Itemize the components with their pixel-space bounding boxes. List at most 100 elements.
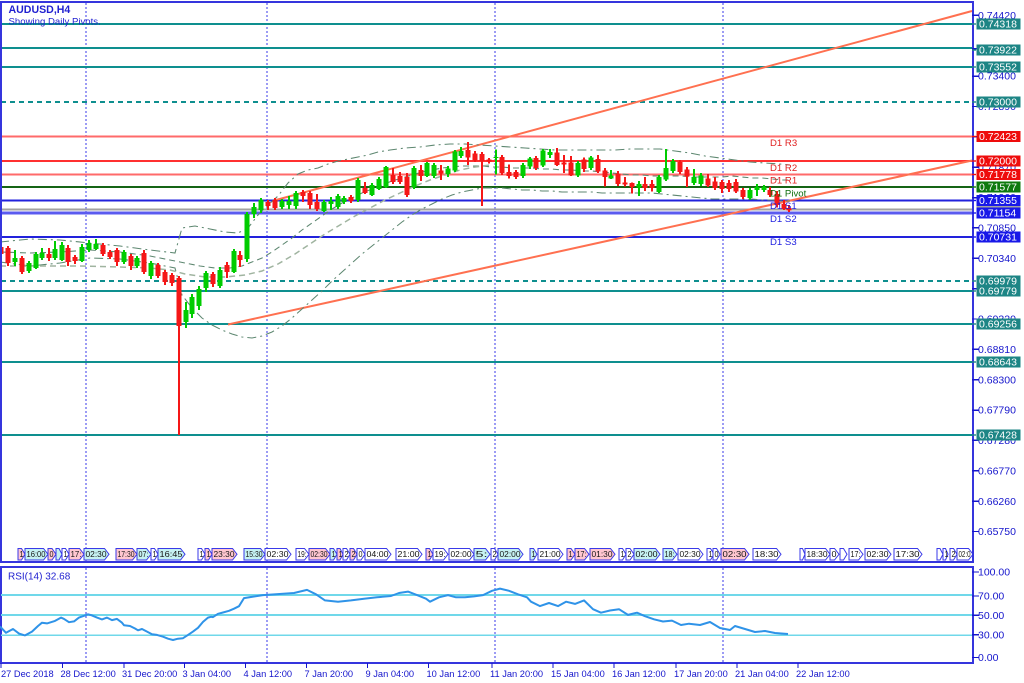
svg-text:02:30: 02:30 bbox=[267, 549, 289, 559]
svg-text:01:30: 01:30 bbox=[592, 549, 613, 559]
svg-text:D1 Pivot: D1 Pivot bbox=[770, 189, 807, 200]
svg-text:3 Jan 04:00: 3 Jan 04:00 bbox=[183, 669, 232, 679]
svg-text:2: 2 bbox=[352, 549, 356, 559]
svg-text:0.69779: 0.69779 bbox=[979, 286, 1017, 298]
svg-text:1: 1 bbox=[207, 549, 211, 559]
svg-text:0.68300: 0.68300 bbox=[978, 374, 1016, 386]
svg-text:16:00: 16:00 bbox=[27, 549, 46, 559]
svg-text:15 Jan 04:00: 15 Jan 04:00 bbox=[551, 669, 605, 679]
svg-text:1: 1 bbox=[621, 549, 625, 559]
svg-text:0.69979: 0.69979 bbox=[979, 276, 1017, 288]
svg-text:02:30: 02:30 bbox=[311, 549, 328, 559]
svg-text:02:0: 02:0 bbox=[959, 549, 971, 559]
svg-text:0.00: 0.00 bbox=[978, 652, 999, 664]
svg-text:70.00: 70.00 bbox=[978, 591, 1004, 603]
svg-text:2: 2 bbox=[628, 549, 632, 559]
svg-text:27 Dec 2018: 27 Dec 2018 bbox=[1, 669, 54, 679]
svg-text:0.72423: 0.72423 bbox=[979, 131, 1017, 143]
svg-text:0: 0 bbox=[832, 549, 837, 559]
svg-text:D1 R1: D1 R1 bbox=[770, 176, 797, 187]
svg-text:02:30: 02:30 bbox=[867, 549, 889, 559]
svg-text:11 Jan 20:00: 11 Jan 20:00 bbox=[490, 669, 543, 679]
svg-text:1: 1 bbox=[945, 549, 949, 559]
svg-text:50.00: 50.00 bbox=[978, 610, 1004, 622]
svg-text:1: 1 bbox=[428, 549, 432, 559]
svg-text:16:45: 16:45 bbox=[160, 549, 183, 559]
svg-text:D1 R2: D1 R2 bbox=[770, 163, 797, 174]
svg-text:18:30: 18:30 bbox=[807, 549, 828, 559]
svg-text:D1 S1: D1 S1 bbox=[770, 201, 797, 212]
svg-text:2: 2 bbox=[345, 549, 349, 559]
svg-text:02:00: 02:00 bbox=[636, 549, 658, 559]
svg-text:17:30: 17:30 bbox=[896, 549, 920, 559]
svg-text:AUDUSD,H4: AUDUSD,H4 bbox=[9, 4, 71, 16]
svg-text:Showing Daily Pivots.: Showing Daily Pivots. bbox=[9, 16, 101, 27]
svg-text:30.00: 30.00 bbox=[978, 629, 1004, 641]
svg-text:0.66260: 0.66260 bbox=[978, 496, 1016, 508]
svg-text:0.68643: 0.68643 bbox=[979, 357, 1017, 369]
svg-text:23:30: 23:30 bbox=[214, 549, 235, 559]
svg-text:31 Dec 20:00: 31 Dec 20:00 bbox=[122, 669, 177, 679]
svg-text:0: 0 bbox=[50, 549, 54, 559]
svg-text:0.73922: 0.73922 bbox=[979, 45, 1017, 57]
svg-text:22 Jan 12:00: 22 Jan 12:00 bbox=[796, 669, 850, 679]
svg-text:0.65750: 0.65750 bbox=[978, 526, 1016, 538]
svg-text:1: 1 bbox=[200, 549, 204, 559]
svg-text:19:: 19: bbox=[298, 549, 307, 559]
svg-text:RSI(14) 32.68: RSI(14) 32.68 bbox=[8, 572, 71, 583]
svg-text:4 Jan 12:00: 4 Jan 12:00 bbox=[244, 669, 293, 679]
svg-text:1: 1 bbox=[153, 549, 157, 559]
svg-text:07:: 07: bbox=[139, 549, 149, 559]
svg-text:0.71778: 0.71778 bbox=[979, 169, 1017, 181]
svg-text:0.71577: 0.71577 bbox=[979, 182, 1017, 194]
svg-text:1: 1 bbox=[532, 549, 536, 559]
svg-text:02:00: 02:00 bbox=[451, 549, 472, 559]
svg-text:0: 0 bbox=[359, 549, 363, 559]
svg-text:9 Jan 04:00: 9 Jan 04:00 bbox=[366, 669, 415, 679]
svg-text:0.73400: 0.73400 bbox=[978, 71, 1016, 83]
svg-text:0.74318: 0.74318 bbox=[979, 19, 1017, 31]
svg-text:0.67790: 0.67790 bbox=[978, 405, 1016, 417]
svg-text:0.73000: 0.73000 bbox=[979, 97, 1017, 109]
svg-text:21 Jan 04:00: 21 Jan 04:00 bbox=[735, 669, 789, 679]
svg-text:0.73552: 0.73552 bbox=[979, 62, 1017, 74]
svg-text:16 Jan 12:00: 16 Jan 12:00 bbox=[612, 669, 666, 679]
svg-text:17:: 17: bbox=[577, 549, 587, 559]
svg-text:04:00: 04:00 bbox=[367, 549, 389, 559]
svg-text:1: 1 bbox=[64, 549, 68, 559]
svg-text:D1 R3: D1 R3 bbox=[770, 138, 797, 149]
svg-text:1: 1 bbox=[569, 549, 573, 559]
svg-text:02:30: 02:30 bbox=[86, 549, 107, 559]
svg-text:1: 1 bbox=[20, 549, 24, 559]
svg-text:2: 2 bbox=[493, 549, 497, 559]
svg-text:17:30: 17:30 bbox=[118, 549, 135, 559]
svg-text:0.70340: 0.70340 bbox=[978, 253, 1016, 265]
svg-text:17 Jan 20:00: 17 Jan 20:00 bbox=[674, 669, 728, 679]
svg-text:10 Jan 12:00: 10 Jan 12:00 bbox=[427, 669, 481, 679]
svg-text:02:30: 02:30 bbox=[680, 549, 701, 559]
svg-text:D1 S2: D1 S2 bbox=[770, 214, 797, 225]
svg-text:15:30: 15:30 bbox=[246, 549, 263, 559]
svg-text:100.00: 100.00 bbox=[978, 567, 1010, 579]
svg-text:21:00: 21:00 bbox=[398, 549, 420, 559]
svg-text:1: 1 bbox=[339, 549, 343, 559]
svg-text:1: 1 bbox=[709, 549, 713, 559]
svg-text:0.69256: 0.69256 bbox=[979, 319, 1017, 331]
svg-text:D1 S3: D1 S3 bbox=[770, 237, 797, 248]
svg-text:0.70731: 0.70731 bbox=[979, 232, 1017, 244]
svg-text:0.67428: 0.67428 bbox=[979, 430, 1017, 442]
svg-text:5:: 5: bbox=[476, 549, 488, 559]
svg-text:02:30: 02:30 bbox=[723, 549, 747, 559]
svg-text:0.72000: 0.72000 bbox=[979, 156, 1017, 168]
svg-text:0.66770: 0.66770 bbox=[978, 465, 1016, 477]
svg-text:17:: 17: bbox=[851, 549, 861, 559]
svg-text:0.71154: 0.71154 bbox=[979, 208, 1016, 220]
svg-text:02:00: 02:00 bbox=[500, 549, 521, 559]
svg-text:28 Dec 12:00: 28 Dec 12:00 bbox=[61, 669, 116, 679]
svg-text:0: 0 bbox=[715, 549, 719, 559]
svg-text:18:: 18: bbox=[665, 549, 675, 559]
svg-text:17:: 17: bbox=[71, 549, 82, 559]
svg-text:1: 1 bbox=[332, 549, 336, 559]
svg-text:21:00: 21:00 bbox=[540, 549, 561, 559]
svg-text:0.68810: 0.68810 bbox=[978, 344, 1016, 356]
